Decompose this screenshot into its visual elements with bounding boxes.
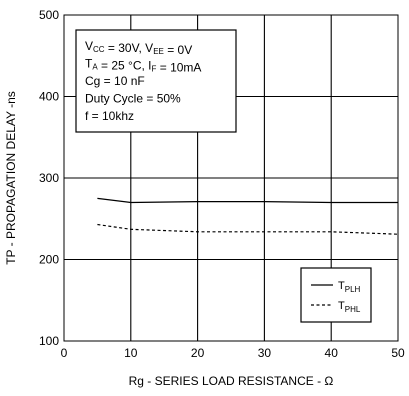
x-axis-label: Rg - SERIES LOAD RESISTANCE - Ω: [129, 374, 334, 388]
y-tick-label: 100: [39, 334, 59, 348]
x-tick-labels: 0 10 20 30 40 50: [61, 346, 405, 360]
series-line-plh: [97, 197, 398, 204]
legend-label-plh: TPLH: [338, 280, 361, 294]
legend-label-phl: TPHL: [338, 300, 361, 314]
x-tick-label: 40: [325, 346, 339, 360]
condition-line: TA = 25 °C, IF = 10mA: [85, 57, 201, 75]
y-axis-label: TP - PROPAGATION DELAY -ns: [4, 91, 18, 265]
y-tick-label: 500: [39, 8, 59, 22]
condition-line: Duty Cycle = 50%: [85, 92, 181, 106]
series-line-phl: [97, 223, 399, 235]
x-tick-label: 50: [391, 346, 405, 360]
legend: TPLH TPHL: [300, 267, 372, 323]
condition-line: VCC = 30V, VEE = 0V: [85, 39, 192, 57]
legend-frame: [300, 267, 372, 323]
plot-frame: [63, 14, 399, 342]
x-tick-label: 0: [61, 346, 68, 360]
series-layer: [97, 197, 399, 235]
y-tick-labels: 100 200 300 400 500: [39, 8, 59, 348]
y-tick-label: 300: [39, 171, 59, 185]
x-tick-label: 20: [191, 346, 205, 360]
condition-line: f = 10khz: [85, 109, 134, 123]
x-tick-label: 10: [124, 346, 138, 360]
condition-line: Cg = 10 nF: [85, 74, 145, 88]
x-tick-label: 30: [258, 346, 272, 360]
y-tick-label: 400: [39, 90, 59, 104]
y-tick-label: 200: [39, 253, 59, 267]
conditions-box-frame: [75, 29, 237, 133]
